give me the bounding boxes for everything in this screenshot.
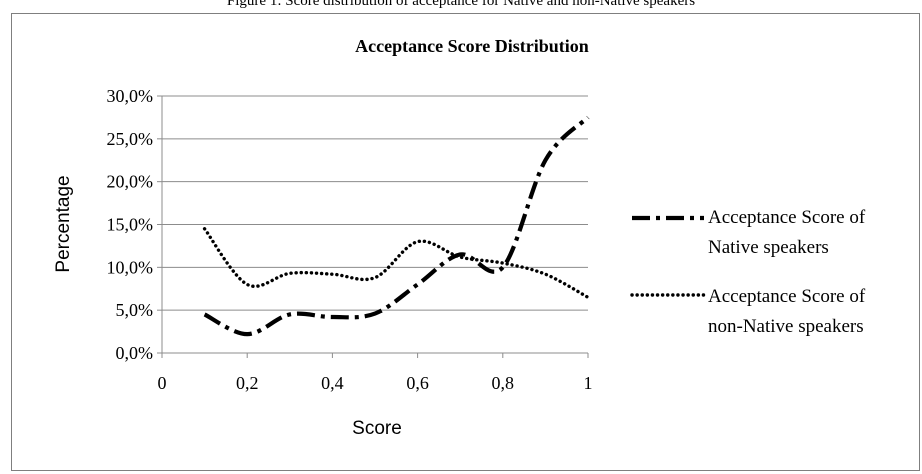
legend-label: Acceptance Score of — [708, 207, 866, 228]
figure-caption: Figure 1: Score distribution of acceptan… — [226, 0, 696, 9]
y-tick-label: 25,0% — [107, 129, 154, 149]
legend-label: Acceptance Score of — [708, 286, 866, 307]
x-axis-label: Score — [352, 418, 402, 439]
x-tick-label: 1 — [584, 373, 593, 393]
y-tick-label: 5,0% — [116, 300, 154, 320]
x-tick-label: 0 — [158, 373, 167, 393]
series-line-native — [203, 115, 590, 337]
y-axis-label: Percentage — [53, 175, 74, 272]
series-line-non-native — [202, 227, 590, 300]
x-axis-ticks: 0 0,2 0,4 0,6 0,8 1 — [158, 353, 593, 393]
y-tick-label: 15,0% — [107, 215, 154, 235]
chart-title: Acceptance Score Distribution — [355, 36, 589, 56]
legend-label: non-Native speakers — [708, 316, 864, 337]
x-tick-label: 0,6 — [406, 373, 429, 393]
data-series — [202, 115, 590, 337]
y-tick-label: 30,0% — [107, 86, 154, 106]
y-axis-ticks: 0,0% 5,0% 10,0% 15,0% 20,0% 25,0% 30,0% — [107, 86, 162, 363]
x-tick-label: 0,4 — [321, 373, 344, 393]
y-tick-label: 20,0% — [107, 172, 154, 192]
x-tick-label: 0,2 — [236, 373, 259, 393]
y-tick-label: 10,0% — [107, 257, 154, 277]
legend: Acceptance Score of Native speakers Accept… — [630, 207, 866, 337]
legend-label: Native speakers — [708, 237, 829, 258]
x-tick-label: 0,8 — [492, 373, 515, 393]
y-tick-label: 0,0% — [116, 343, 154, 363]
